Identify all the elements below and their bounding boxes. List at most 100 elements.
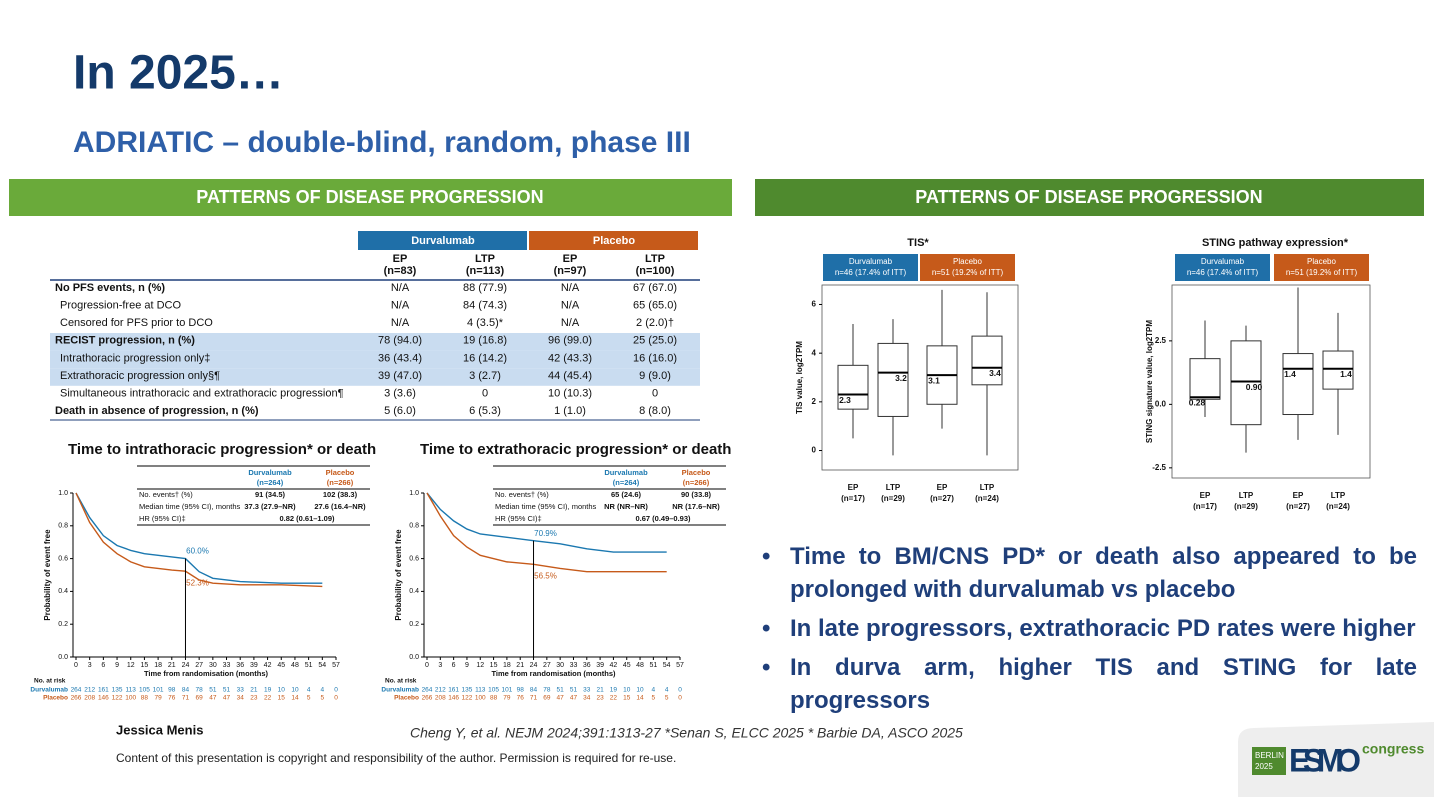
- row-label: RECIST progression, n (%): [55, 335, 195, 347]
- x-tick-label: 9: [465, 662, 469, 669]
- x-tick-label: 45: [277, 662, 285, 669]
- x-tick-label: 48: [291, 662, 299, 669]
- bullet: In durva arm, higher TIS and STING for l…: [762, 651, 1417, 717]
- y-tick-label: 0.8: [409, 523, 419, 530]
- group-header: Placebo: [593, 235, 635, 247]
- x-tick-label: 0: [74, 662, 78, 669]
- inset-cell: NR (17.6–NR): [672, 502, 720, 511]
- km-curve: [426, 492, 667, 573]
- km-curve: [75, 492, 323, 584]
- cell: 16 (16.0): [633, 352, 677, 364]
- at-risk-value: 84: [182, 687, 190, 694]
- at-risk-value: 10: [278, 687, 286, 694]
- cell: 36 (43.4): [378, 352, 422, 364]
- cell: 84 (74.3): [463, 300, 507, 312]
- inset-header: Durvalumab: [248, 468, 292, 477]
- logo-box: [1252, 747, 1286, 775]
- plot-frame: [821, 284, 1019, 471]
- inset-cell: 0.82 (0.61–1.09): [279, 514, 335, 523]
- at-risk-value: 122: [462, 695, 473, 702]
- at-risk-value: 122: [112, 695, 123, 702]
- x-tick-label: 6: [452, 662, 456, 669]
- x-tick-label: 30: [209, 662, 217, 669]
- median-label: 1.4: [1340, 369, 1352, 379]
- x-tick-label: 6: [101, 662, 105, 669]
- at-risk-value: 23: [250, 695, 258, 702]
- cell: 3 (3.6): [384, 388, 416, 400]
- group-box: [920, 254, 1015, 281]
- x-tick-label: 12: [476, 662, 484, 669]
- at-risk-value: 78: [196, 687, 204, 694]
- category-label: LTP: [1239, 491, 1254, 500]
- cell: 3 (2.7): [469, 370, 501, 382]
- group-sub: n=51 (19.2% of ITT): [932, 268, 1004, 277]
- at-risk-title: No. at risk: [34, 678, 66, 685]
- inset-cell: HR (95% CI)‡: [495, 514, 542, 523]
- cell: 96 (99.0): [548, 335, 592, 347]
- column-header: (n=100): [636, 265, 675, 277]
- at-risk-value: 100: [475, 695, 486, 702]
- column-header: (n=97): [554, 265, 587, 277]
- at-risk-value: 51: [570, 687, 578, 694]
- y-axis-label: Probability of event free: [394, 529, 403, 621]
- km-title: Time to intrathoracic progression* or de…: [68, 441, 376, 458]
- at-risk-name: Durvalumab: [30, 687, 68, 694]
- at-risk-value: 4: [307, 687, 311, 694]
- x-tick-label: 45: [623, 662, 631, 669]
- banner: PATTERNS OF DISEASE PROGRESSION: [915, 187, 1262, 207]
- y-tick-label: 4: [812, 348, 817, 357]
- column-header: (n=83): [384, 265, 417, 277]
- inset-cell: 37.3 (27.9–NR): [244, 502, 296, 511]
- category-label: (n=27): [1286, 502, 1310, 511]
- category-label: (n=17): [841, 494, 865, 503]
- cell: N/A: [391, 317, 410, 329]
- banner-bg: [755, 179, 1424, 216]
- at-risk-value: 161: [98, 687, 109, 694]
- x-tick-label: 57: [676, 662, 684, 669]
- cell: 19 (16.8): [463, 335, 507, 347]
- at-risk-value: 84: [530, 687, 538, 694]
- at-risk-value: 146: [98, 695, 109, 702]
- landmark-label: 56.5%: [534, 571, 557, 580]
- at-risk-value: 34: [237, 695, 245, 702]
- at-risk-value: 5: [307, 695, 311, 702]
- at-risk-value: 47: [209, 695, 217, 702]
- column-header: (n=113): [466, 265, 505, 277]
- y-axis-label: Probability of event free: [43, 529, 52, 621]
- logo-word: congress: [1362, 741, 1424, 757]
- category-label: (n=24): [1326, 502, 1350, 511]
- at-risk-value: 266: [422, 695, 433, 702]
- at-risk-value: 5: [321, 695, 325, 702]
- row-label: Intrathoracic progression only‡: [60, 352, 210, 364]
- cell: 10 (10.3): [548, 388, 592, 400]
- landmark-label: 70.9%: [534, 529, 557, 538]
- category-label: LTP: [1331, 491, 1346, 500]
- y-tick-label: 0.2: [409, 621, 419, 628]
- x-tick-label: 27: [195, 662, 203, 669]
- cell: 78 (94.0): [378, 335, 422, 347]
- at-risk-value: 105: [139, 687, 150, 694]
- x-tick-label: 33: [570, 662, 578, 669]
- at-risk-value: 5: [665, 695, 669, 702]
- box: [971, 335, 1003, 386]
- y-tick-label: 0.8: [58, 523, 68, 530]
- x-tick-label: 54: [318, 662, 326, 669]
- at-risk-value: 161: [448, 687, 459, 694]
- median-label: 0.90: [1246, 382, 1263, 392]
- at-risk-value: 21: [250, 687, 258, 694]
- x-tick-label: 39: [250, 662, 258, 669]
- y-tick-label: 0.6: [409, 555, 419, 562]
- y-tick-label: 0.4: [409, 588, 419, 595]
- at-risk-value: 212: [84, 687, 95, 694]
- inset-cell: 65 (24.6): [611, 490, 642, 499]
- cell: 0: [652, 388, 658, 400]
- x-tick-label: 36: [236, 662, 244, 669]
- row-label: Censored for PFS prior to DCO: [60, 317, 213, 329]
- y-tick-label: 2.5: [1155, 336, 1167, 345]
- at-risk-value: 4: [652, 687, 656, 694]
- plot-title: STING pathway expression*: [1202, 237, 1349, 249]
- at-risk-value: 88: [141, 695, 149, 702]
- landmark-label: 60.0%: [186, 547, 209, 556]
- cell: N/A: [561, 300, 580, 312]
- group-label: Placebo: [953, 257, 982, 266]
